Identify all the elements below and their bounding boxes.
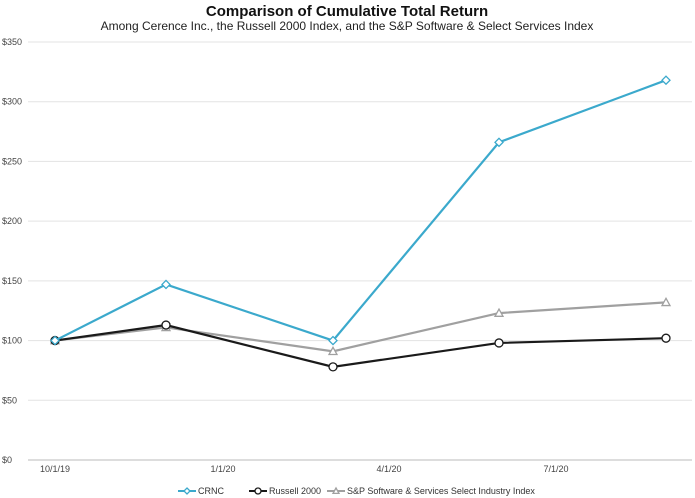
y-tick-label: $150: [2, 276, 22, 286]
circle-marker: [254, 487, 262, 495]
legend-label: CRNC: [198, 486, 224, 496]
legend-item: CRNC: [178, 486, 224, 496]
triangle-marker: [331, 486, 341, 495]
y-tick-label: $100: [2, 336, 22, 346]
x-tick-label: 10/1/19: [40, 464, 70, 474]
y-tick-label: $300: [2, 97, 22, 107]
series: [49, 75, 672, 372]
y-tick-label: $350: [2, 37, 22, 47]
y-axis-ticks: $0 $50 $100 $150 $200 $250 $300 $350: [2, 37, 22, 465]
circle-marker: [328, 362, 338, 372]
legend-item: Russell 2000: [249, 486, 321, 496]
series-diamond: [50, 75, 671, 346]
x-tick-label: 4/1/20: [376, 464, 401, 474]
y-tick-label: $50: [2, 395, 17, 405]
triangle-marker: [493, 307, 505, 317]
chart-title: Comparison of Cumulative Total Return: [206, 3, 488, 20]
triangle-marker: [660, 297, 672, 307]
y-tick-label: $0: [2, 455, 12, 465]
series-line: [54, 79, 667, 342]
diamond-marker: [494, 137, 504, 148]
circle-marker: [494, 338, 504, 348]
y-tick-label: $250: [2, 156, 22, 166]
diamond-marker: [661, 75, 671, 86]
legend-item: S&P Software & Services Select Industry …: [327, 486, 535, 496]
legend-label: S&P Software & Services Select Industry …: [347, 486, 535, 496]
x-tick-label: 1/1/20: [210, 464, 235, 474]
y-tick-label: $200: [2, 216, 22, 226]
x-tick-label: 7/1/20: [543, 464, 568, 474]
grid: [28, 41, 692, 461]
diamond-marker: [183, 487, 191, 495]
triangle-marker: [327, 345, 339, 356]
diamond-marker: [50, 335, 60, 346]
diamond-marker: [161, 279, 171, 290]
legend: CRNC Russell 2000 S&P Software & Services …: [178, 486, 535, 496]
chart-subtitle: Among Cerence Inc., the Russell 2000 Ind…: [101, 19, 594, 33]
legend-label: Russell 2000: [269, 486, 321, 496]
x-axis-ticks: 10/1/19 1/1/20 4/1/20 7/1/20: [40, 464, 569, 474]
circle-marker: [661, 333, 671, 343]
diamond-marker: [328, 335, 338, 346]
circle-marker: [161, 320, 171, 330]
